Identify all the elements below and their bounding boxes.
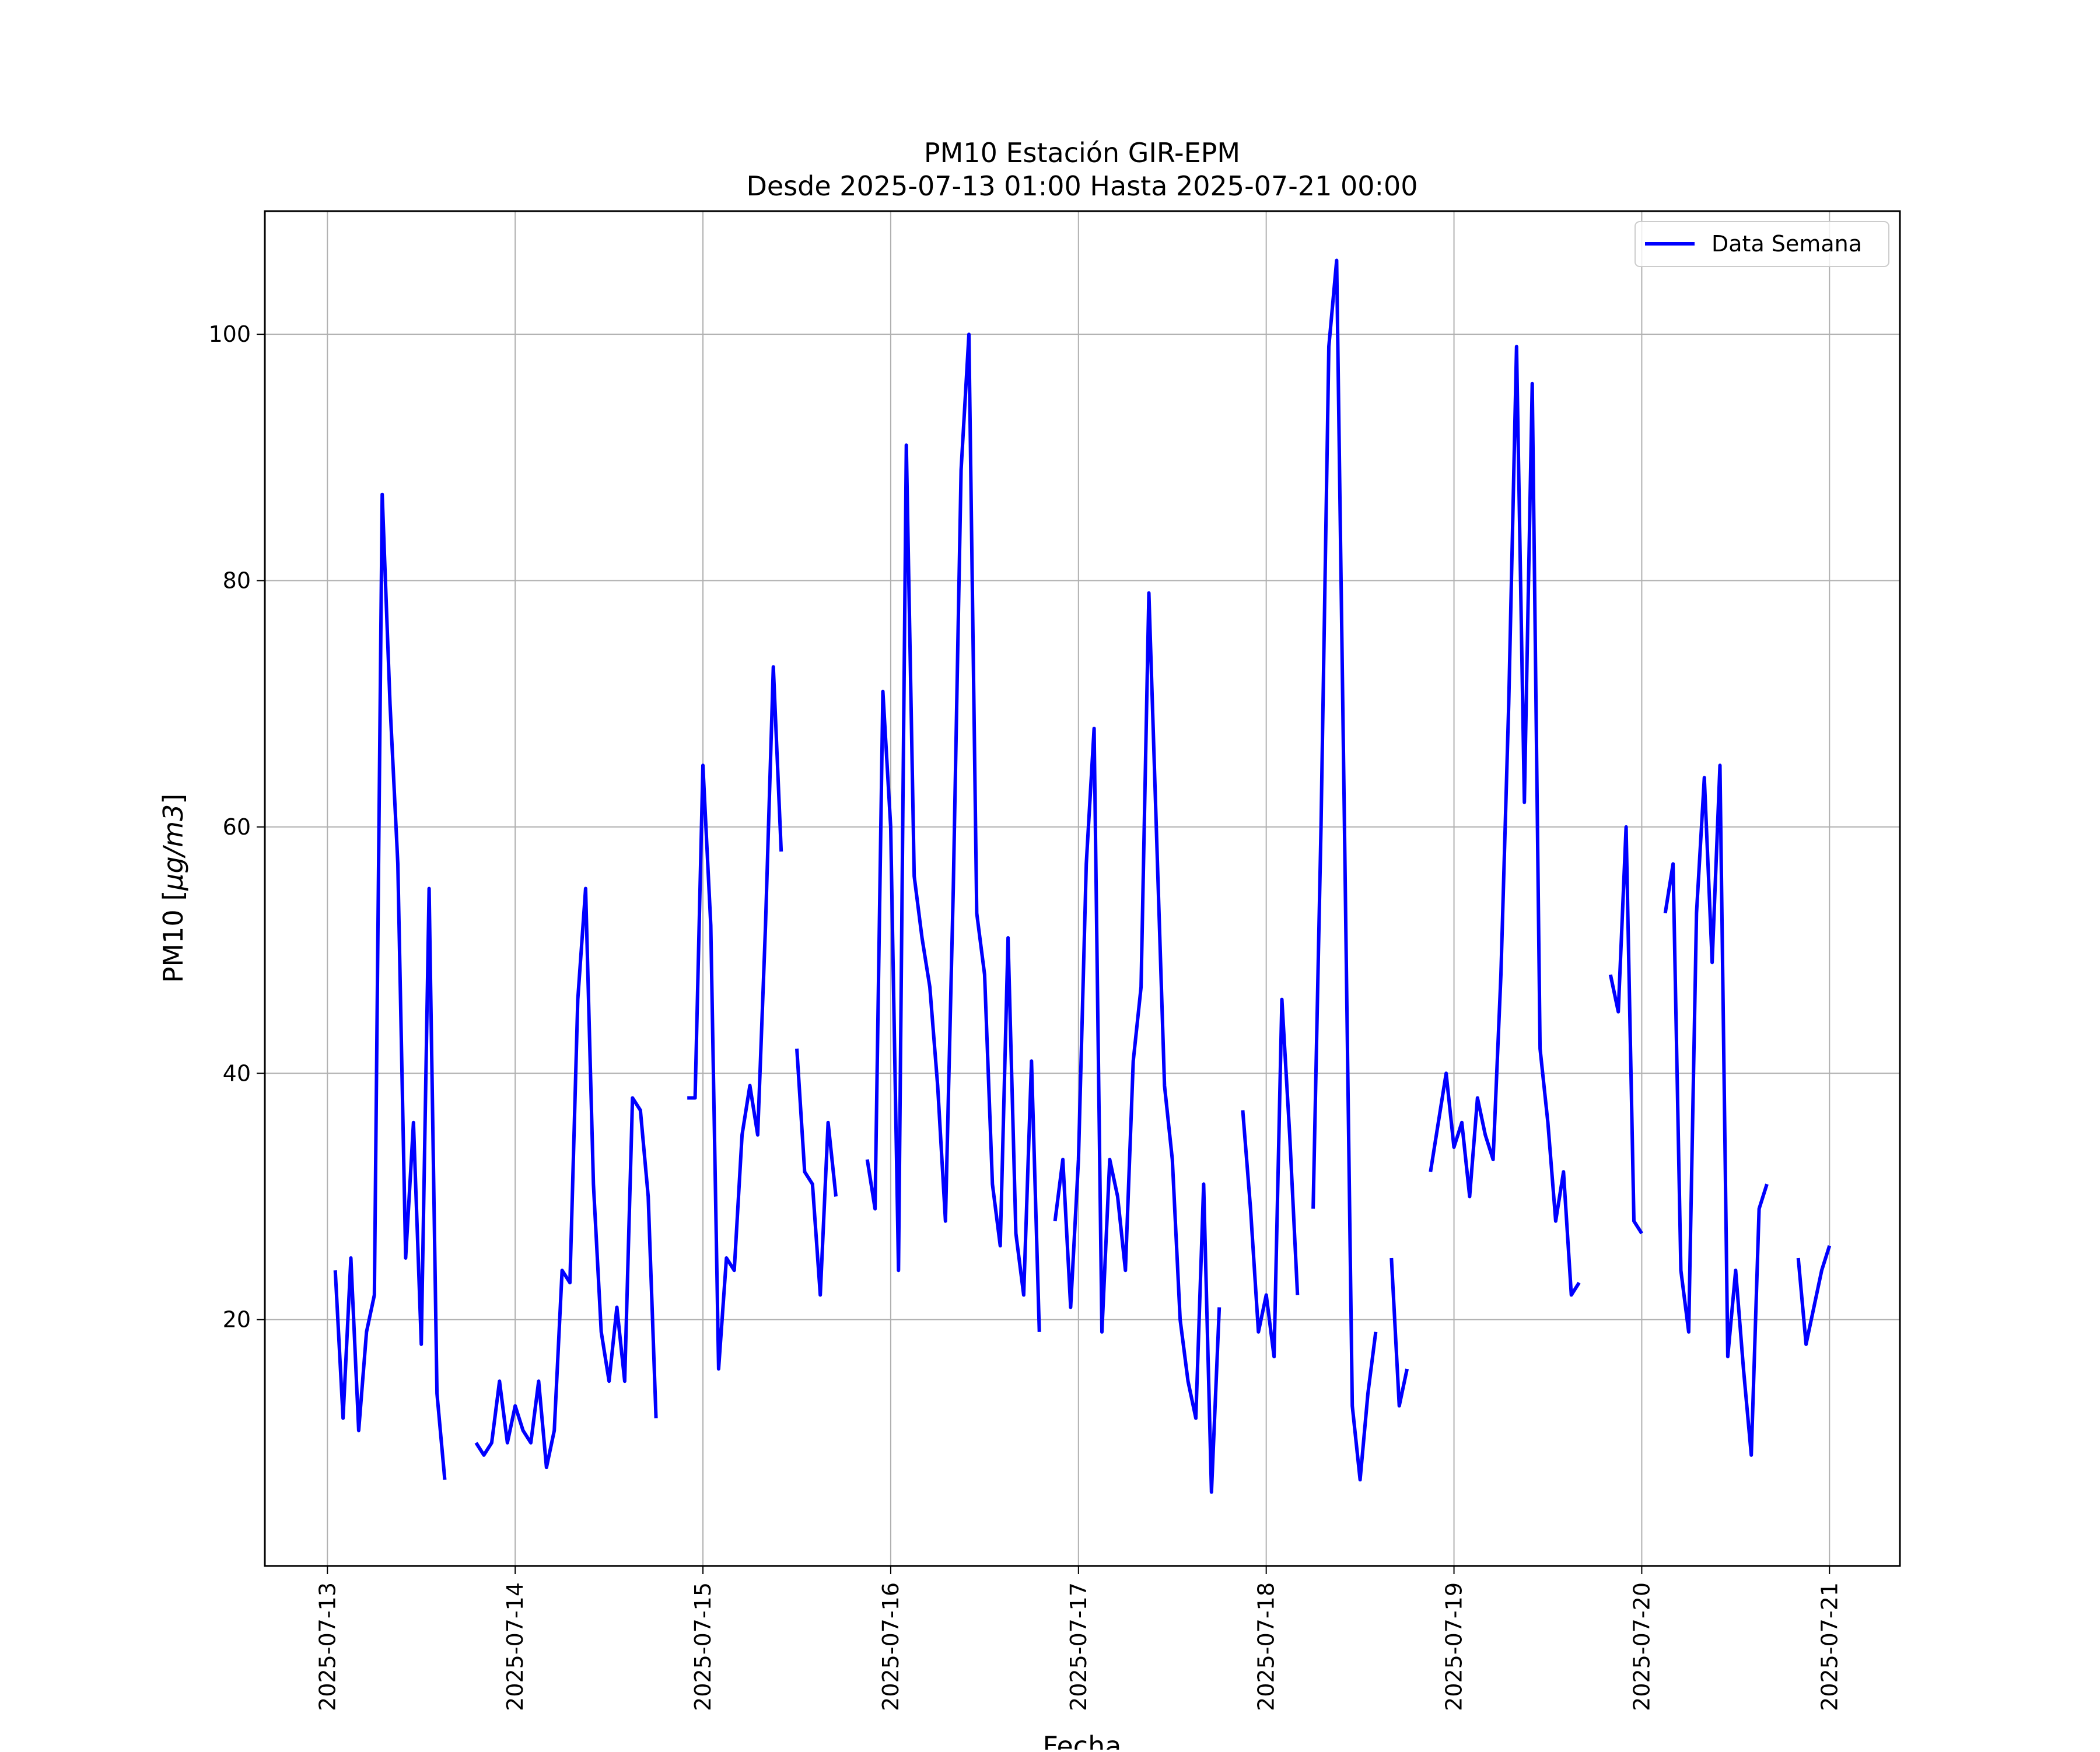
legend-label: Data Semana (1712, 231, 1862, 257)
series-layer (333, 258, 1832, 1494)
series-line-segment (1053, 591, 1222, 1494)
y-tick-label: 80 (223, 568, 251, 594)
x-tick-label: 2025-07-21 (1817, 1582, 1842, 1711)
chart-title: PM10 Estación GIR-EPM (924, 137, 1240, 169)
series-line-segment (1311, 258, 1378, 1482)
chart-subtitle: Desde 2025-07-13 01:00 Hasta 2025-07-21 … (746, 170, 1418, 202)
y-tick-label: 100 (208, 321, 251, 347)
x-tick-label: 2025-07-16 (878, 1582, 904, 1711)
x-tick-label: 2025-07-17 (1066, 1582, 1091, 1711)
series-line-segment (1608, 825, 1643, 1235)
x-tick-label: 2025-07-18 (1254, 1582, 1279, 1711)
y-axis: 20 40 60 80 100 (208, 321, 265, 1333)
plot-frame (264, 210, 1901, 1567)
x-tick-label: 2025-07-14 (502, 1582, 528, 1711)
y-axis-label-close: ] (158, 794, 189, 804)
x-tick-label: 2025-07-19 (1441, 1582, 1467, 1711)
series-line-segment (1241, 997, 1300, 1358)
series-line-segment (1663, 763, 1769, 1457)
y-tick-label: 20 (223, 1307, 251, 1333)
x-axis: 2025-07-13 2025-07-14 2025-07-15 2025-07-16… (314, 1566, 1842, 1711)
series-line-segment (1796, 1245, 1832, 1346)
legend: Data Semana (1634, 221, 1889, 267)
x-tick-label: 2025-07-15 (690, 1582, 716, 1711)
x-tick-label: 2025-07-20 (1629, 1582, 1654, 1711)
series-line-segment (687, 665, 783, 1371)
x-axis-label: Fecha (1043, 1730, 1122, 1750)
y-axis-label-main: PM10 [ (158, 891, 189, 983)
legend-box (1634, 221, 1889, 267)
y-axis-label-unit: μg/m3 (158, 804, 189, 891)
series-line-segment (865, 332, 1041, 1332)
y-tick-label: 40 (223, 1060, 251, 1086)
x-tick-label: 2025-07-13 (314, 1582, 340, 1711)
series-line-segment (795, 1048, 838, 1297)
series-line-segment (474, 886, 658, 1470)
y-tick-label: 60 (223, 814, 251, 840)
series-line-segment (1429, 345, 1581, 1297)
y-axis-label: PM10 [μg/m3] (158, 794, 189, 983)
series-line-segment (333, 492, 447, 1480)
series-line-segment (1390, 1257, 1409, 1408)
